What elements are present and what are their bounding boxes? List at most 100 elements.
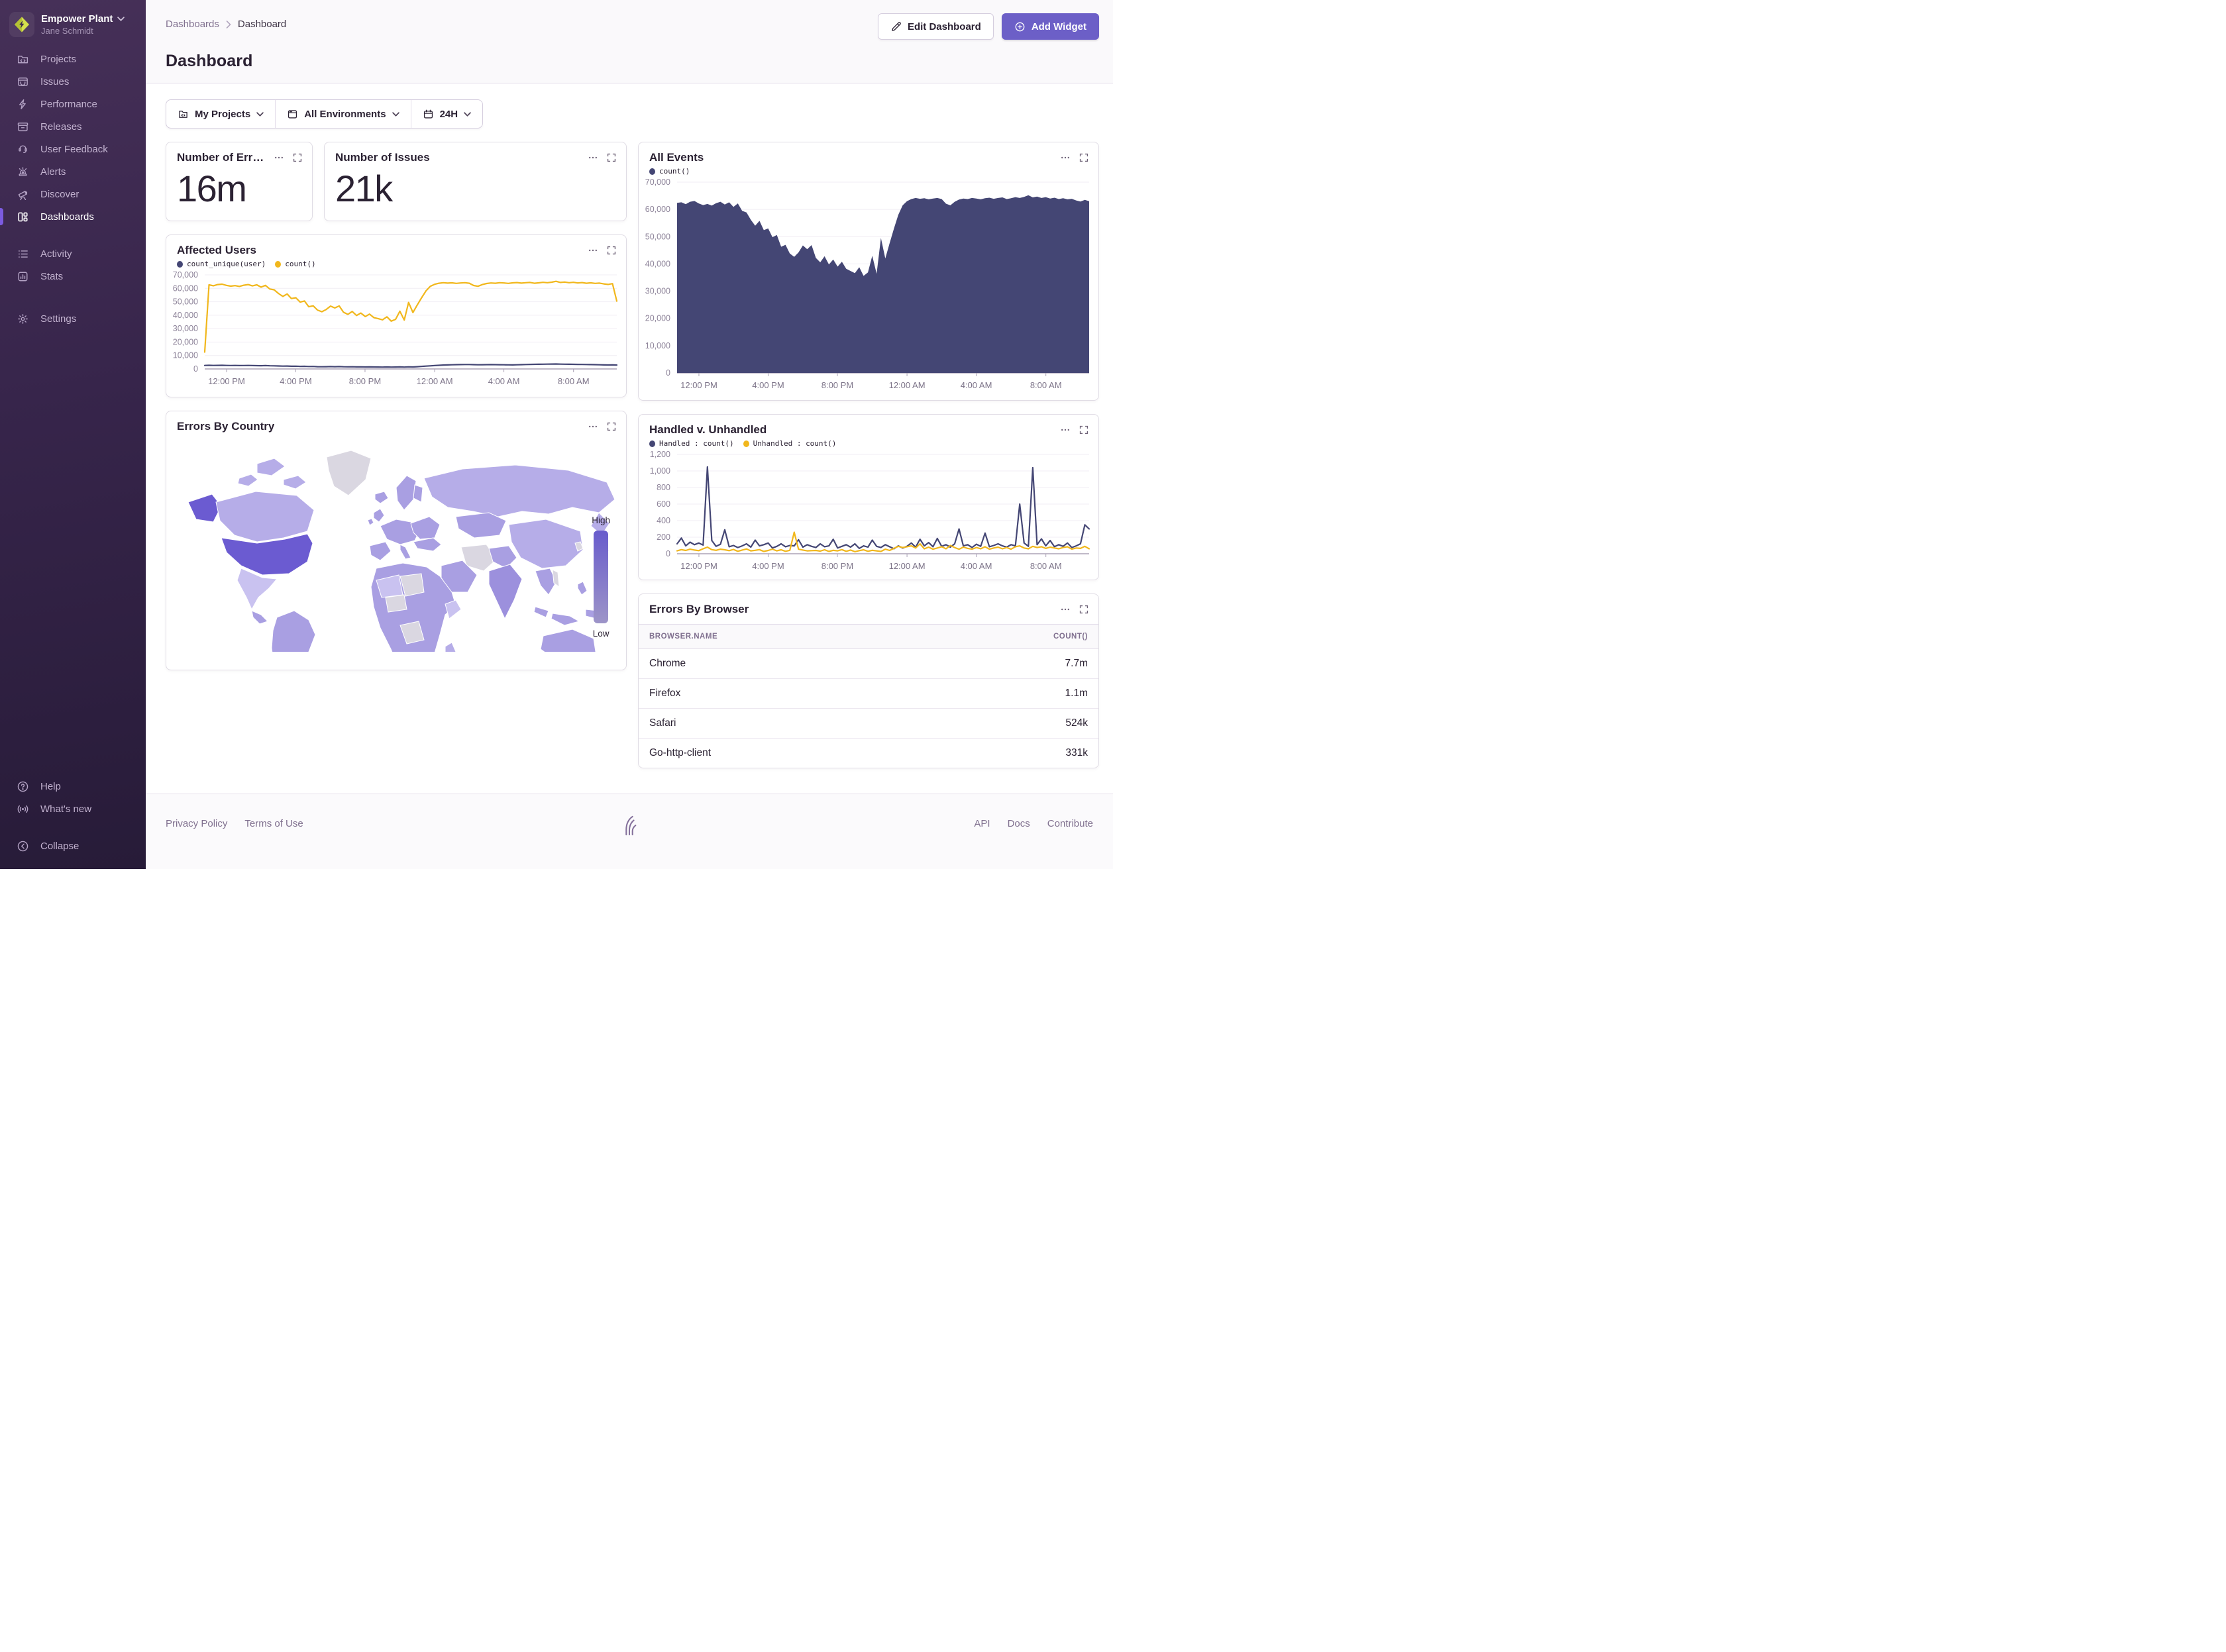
svg-text:12:00 AM: 12:00 AM	[889, 380, 926, 390]
widget-expand-icon[interactable]	[1079, 425, 1089, 435]
widget-expand-icon[interactable]	[292, 152, 303, 163]
svg-text:4:00 PM: 4:00 PM	[752, 380, 784, 390]
issues-icon	[17, 76, 29, 88]
svg-text:4:00 AM: 4:00 AM	[488, 376, 520, 386]
org-switcher[interactable]: Empower Plant Jane Schmidt	[0, 9, 146, 48]
svg-text:40,000: 40,000	[645, 259, 670, 268]
count-cell: 331k	[1065, 747, 1088, 759]
sidebar-item-stats[interactable]: Stats	[0, 265, 146, 287]
widget-expand-icon[interactable]	[606, 245, 617, 256]
sidebar-item-releases[interactable]: Releases	[0, 115, 146, 138]
chevron-down-icon	[392, 112, 399, 117]
page-title: Dashboard	[166, 52, 1099, 71]
sidebar-item-projects[interactable]: Projects	[0, 48, 146, 70]
svg-text:4:00 AM: 4:00 AM	[961, 380, 992, 390]
svg-text:0: 0	[666, 549, 670, 558]
widget-title: Number of Issues	[335, 151, 430, 164]
sidebar-item-performance[interactable]: Performance	[0, 93, 146, 115]
sidebar-item-discover[interactable]: Discover	[0, 183, 146, 205]
projects-icon	[17, 53, 29, 66]
docs-link[interactable]: Docs	[1008, 818, 1030, 829]
svg-text:8:00 AM: 8:00 AM	[1030, 380, 1062, 390]
svg-text:50,000: 50,000	[645, 232, 670, 241]
help-icon	[17, 780, 29, 793]
table-row[interactable]: Go-http-client 331k	[639, 738, 1098, 768]
count-cell: 1.1m	[1065, 688, 1088, 699]
projects-filter-icon	[178, 109, 189, 120]
widget-title: Errors By Country	[177, 420, 274, 433]
breadcrumb: Dashboards Dashboard	[166, 19, 286, 30]
edit-dashboard-button[interactable]: Edit Dashboard	[878, 13, 994, 40]
widget-menu-icon[interactable]	[1060, 425, 1071, 435]
gear-icon	[17, 313, 29, 325]
column-count: COUNT()	[1053, 633, 1088, 641]
contribute-link[interactable]: Contribute	[1047, 818, 1093, 829]
svg-text:4:00 PM: 4:00 PM	[752, 561, 784, 571]
svg-text:40,000: 40,000	[173, 311, 198, 320]
svg-text:1,200: 1,200	[650, 450, 670, 459]
chevron-right-icon	[226, 21, 231, 28]
sidebar-item-dashboards[interactable]: Dashboards	[0, 205, 146, 228]
widget-expand-icon[interactable]	[1079, 152, 1089, 163]
svg-text:8:00 PM: 8:00 PM	[822, 561, 853, 571]
widget-expand-icon[interactable]	[606, 152, 617, 163]
api-link[interactable]: API	[974, 818, 990, 829]
time-range-filter[interactable]: 24H	[411, 100, 483, 128]
environments-filter[interactable]: All Environments	[275, 100, 410, 128]
sidebar-item-label: Dashboards	[40, 211, 94, 223]
widget-expand-icon[interactable]	[1079, 604, 1089, 615]
dashboard-content: My Projects All Environments 24H	[146, 83, 1113, 794]
sidebar-item-label: Performance	[40, 99, 97, 110]
browser-name-cell: Go-http-client	[649, 747, 711, 759]
widget-menu-icon[interactable]	[588, 421, 598, 432]
org-user: Jane Schmidt	[41, 26, 125, 36]
chevron-down-icon	[117, 17, 125, 21]
world-map: High Low	[166, 433, 626, 656]
svg-text:600: 600	[657, 499, 670, 509]
widget-menu-icon[interactable]	[274, 152, 284, 163]
sidebar-item-help[interactable]: Help	[0, 775, 146, 798]
chart-legend: count()	[639, 164, 1098, 176]
add-widget-button[interactable]: Add Widget	[1002, 13, 1099, 40]
terms-of-use-link[interactable]: Terms of Use	[244, 818, 303, 829]
widget-errors-by-browser: Errors By Browser BROWSER.NAME COUNT() C…	[638, 594, 1099, 768]
sidebar-item-settings[interactable]: Settings	[0, 307, 146, 330]
widget-menu-icon[interactable]	[588, 245, 598, 256]
widget-handled-unhandled: Handled v. Unhandled Handled : count() U…	[638, 414, 1099, 580]
widget-number-of-errors: Number of Err… 16m	[166, 142, 313, 221]
sidebar-item-whats-new[interactable]: What's new	[0, 798, 146, 820]
chart-legend: Handled : count() Unhandled : count()	[639, 437, 1098, 448]
sidebar-item-collapse[interactable]: Collapse	[0, 835, 146, 857]
widget-title: Number of Err…	[177, 151, 264, 164]
widget-number-of-issues: Number of Issues 21k	[324, 142, 627, 221]
table-row[interactable]: Firefox 1.1m	[639, 678, 1098, 708]
projects-filter[interactable]: My Projects	[166, 100, 275, 128]
sidebar-item-user-feedback[interactable]: User Feedback	[0, 138, 146, 160]
legend-dot	[743, 440, 749, 447]
widget-menu-icon[interactable]	[1060, 152, 1071, 163]
map-legend-high: High	[592, 515, 610, 525]
svg-text:20,000: 20,000	[645, 314, 670, 323]
sidebar-item-label: Help	[40, 781, 61, 792]
breadcrumb-dashboards-link[interactable]: Dashboards	[166, 19, 219, 30]
sidebar-item-label: Stats	[40, 271, 63, 282]
sidebar-item-activity[interactable]: Activity	[0, 242, 146, 265]
table-row[interactable]: Chrome 7.7m	[639, 649, 1098, 678]
widget-menu-icon[interactable]	[588, 152, 598, 163]
privacy-policy-link[interactable]: Privacy Policy	[166, 818, 227, 829]
app-root: Empower Plant Jane Schmidt Projects Issu…	[0, 0, 1113, 869]
sidebar: Empower Plant Jane Schmidt Projects Issu…	[0, 0, 146, 869]
svg-text:8:00 PM: 8:00 PM	[349, 376, 381, 386]
widget-expand-icon[interactable]	[606, 421, 617, 432]
widget-menu-icon[interactable]	[1060, 604, 1071, 615]
page-header: Dashboards Dashboard Edit Dashboard Add …	[146, 0, 1113, 83]
browser-name-cell: Firefox	[649, 688, 680, 699]
legend-dot	[275, 261, 281, 268]
sidebar-item-alerts[interactable]: Alerts	[0, 160, 146, 183]
table-row[interactable]: Safari 524k	[639, 708, 1098, 738]
sidebar-item-label: Settings	[40, 313, 76, 325]
svg-text:12:00 PM: 12:00 PM	[680, 380, 717, 390]
big-number-value: 16m	[166, 164, 312, 209]
legend-label: count()	[285, 260, 315, 268]
sidebar-item-issues[interactable]: Issues	[0, 70, 146, 93]
